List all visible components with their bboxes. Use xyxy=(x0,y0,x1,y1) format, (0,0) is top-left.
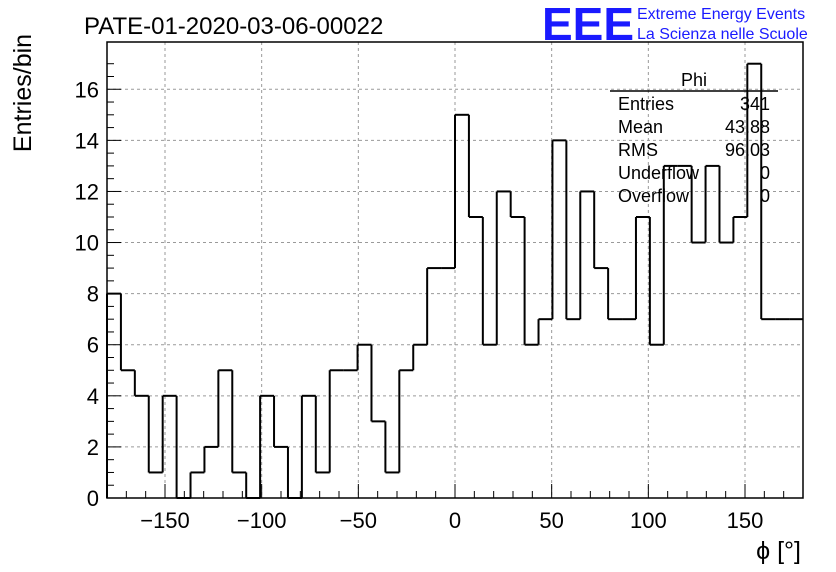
stats-row-label: Mean xyxy=(618,117,663,137)
stats-row: RMS 96.03 xyxy=(618,140,770,160)
logo-line1: Extreme Energy Events xyxy=(637,6,805,23)
histogram-bin xyxy=(648,216,664,346)
logo-line2: La Scienza nelle Scuole xyxy=(637,26,808,43)
y-tick-label: 16 xyxy=(75,77,99,102)
histogram-bin xyxy=(509,191,525,218)
stats-row: Entries 341 xyxy=(618,94,770,114)
histogram-bin xyxy=(300,394,316,498)
histogram-bin xyxy=(760,63,776,321)
histogram-bin xyxy=(356,343,372,371)
histogram-bin xyxy=(314,395,330,474)
y-tick-label: 12 xyxy=(75,179,99,204)
grid-lines xyxy=(107,42,803,498)
y-tick-label: 10 xyxy=(75,231,99,256)
histogram-bin xyxy=(704,164,720,243)
histogram-bin xyxy=(231,370,247,474)
eee-logo: EEE Extreme Energy Events La Scienza nel… xyxy=(542,0,808,50)
stats-row-value: 43.88 xyxy=(725,117,770,137)
histogram-bin xyxy=(467,114,483,218)
stats-row-label: RMS xyxy=(618,140,658,160)
histogram-bin xyxy=(245,472,261,499)
x-axis-label: ϕ [°] xyxy=(756,537,801,565)
histogram-bin xyxy=(718,165,734,244)
stats-row: Underflow 0 xyxy=(618,163,770,183)
histogram-bin xyxy=(495,190,511,345)
y-tick-label: 4 xyxy=(87,384,99,409)
stats-row-label: Entries xyxy=(618,94,674,114)
histogram-bin xyxy=(259,394,275,498)
histogram-bin xyxy=(286,446,302,499)
chart-title: PATE-01-2020-03-06-00022 xyxy=(84,13,383,40)
histogram-bin xyxy=(426,267,442,345)
stats-row-label: Overflow xyxy=(618,186,690,206)
histogram-bin xyxy=(273,395,288,448)
axis-ticks: −150 −100 −50 0 50 100 150 0 2 4 6 8 10 12 14 16 xyxy=(75,63,804,533)
histogram-bin xyxy=(746,62,762,217)
histogram-bin xyxy=(328,369,344,473)
histogram-bin xyxy=(119,293,135,372)
y-tick-label: 6 xyxy=(87,333,99,358)
histogram-bin xyxy=(175,395,191,499)
stats-row-value: 0 xyxy=(760,163,770,183)
histogram-bin xyxy=(384,421,400,474)
y-tick-label: 14 xyxy=(75,128,99,153)
histogram-bin xyxy=(370,344,386,423)
histogram-bin xyxy=(203,445,219,473)
x-tick-label: −100 xyxy=(237,508,287,533)
histogram-bin xyxy=(189,471,205,498)
histogram-bin xyxy=(593,191,609,270)
stats-box: Phi Entries 341 Mean 43.88 RMS 96.03 Underflow… xyxy=(610,70,778,206)
histogram-bin xyxy=(537,318,553,345)
x-tick-label: −150 xyxy=(140,508,190,533)
histogram-bin xyxy=(133,370,149,397)
stats-row-value: 341 xyxy=(740,94,770,114)
histogram-bin xyxy=(398,369,414,473)
histogram-bin xyxy=(481,216,497,346)
stats-title: Phi xyxy=(681,70,707,90)
histogram-bin xyxy=(412,343,428,371)
y-tick-label: 8 xyxy=(87,282,99,307)
x-tick-label: −50 xyxy=(340,508,377,533)
stats-row: Mean 43.88 xyxy=(618,117,770,137)
histogram-bin xyxy=(607,268,623,321)
histogram-bin xyxy=(662,164,678,345)
y-tick-label: 2 xyxy=(87,435,99,460)
histogram-bin xyxy=(147,395,163,474)
x-tick-label: 150 xyxy=(727,508,764,533)
histogram-bin xyxy=(579,190,595,320)
x-tick-label: 50 xyxy=(539,508,563,533)
histogram-bin xyxy=(161,394,177,473)
histogram-bin xyxy=(634,215,650,320)
stats-row-value: 96.03 xyxy=(725,140,770,160)
y-axis-label: Entries/bin xyxy=(9,34,37,152)
histogram-bin xyxy=(551,139,567,320)
histogram-bin xyxy=(523,216,539,346)
histogram-bin xyxy=(732,215,748,243)
x-tick-label: 0 xyxy=(449,508,461,533)
histogram-bin xyxy=(565,140,581,321)
stats-row-label: Underflow xyxy=(618,163,700,183)
histogram-bin xyxy=(217,369,233,447)
y-tick-label: 0 xyxy=(87,486,99,511)
x-tick-label: 100 xyxy=(630,508,667,533)
stats-row: Overflow 0 xyxy=(618,186,770,206)
stats-row-value: 0 xyxy=(760,186,770,206)
histogram-bin xyxy=(690,165,706,244)
logo-mark: EEE xyxy=(542,0,634,50)
histogram-bin xyxy=(454,113,469,269)
